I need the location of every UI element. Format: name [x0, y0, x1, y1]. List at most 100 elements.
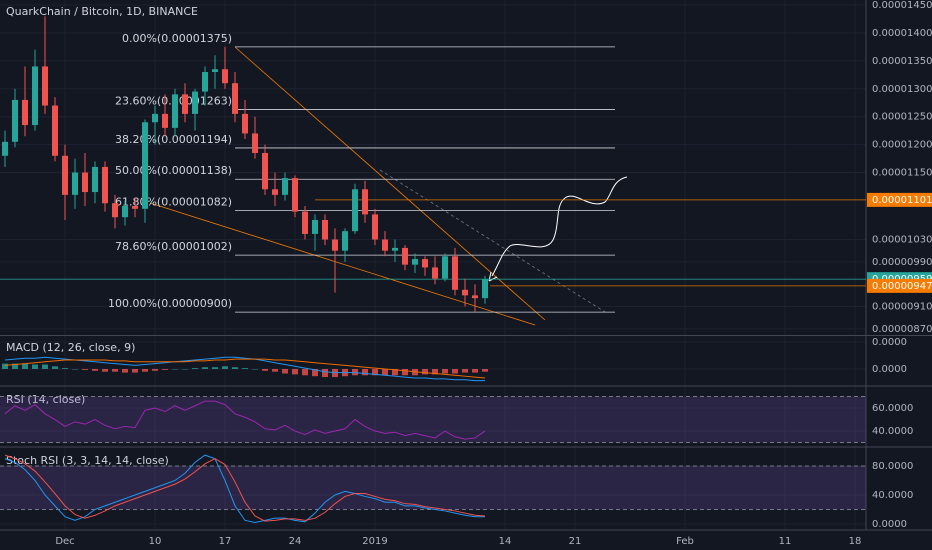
fib-label: 50.00%(0.00001138)	[115, 164, 232, 177]
x-tick-label: 2019	[362, 536, 387, 547]
candle-body	[332, 239, 338, 251]
y-tick-label: 40.0000	[872, 426, 913, 437]
candle-body	[12, 99, 18, 142]
histogram-bar	[2, 363, 8, 369]
candle-body	[202, 72, 208, 92]
candle-body	[272, 189, 278, 195]
y-tick-label: 0.0000	[872, 337, 907, 348]
y-tick-label: 0.00001300	[872, 84, 932, 95]
histogram-bar	[22, 363, 28, 369]
histogram-bar	[192, 368, 198, 369]
candle-body	[212, 69, 218, 73]
indicator-title: Stoch RSI (3, 3, 14, 14, close)	[6, 454, 169, 467]
histogram-bar	[162, 368, 168, 370]
histogram-bar	[222, 366, 228, 369]
candle-body	[52, 105, 58, 156]
candle-body	[302, 211, 308, 234]
histogram-bar	[402, 368, 408, 376]
y-tick-label: 0.00001030	[872, 235, 932, 246]
y-tick-label: 60.0000	[872, 403, 913, 414]
y-tick-label: 0.00001400	[872, 28, 932, 39]
histogram-bar	[92, 368, 98, 371]
candle-body	[22, 99, 28, 126]
x-tick-label: 18	[849, 536, 862, 547]
histogram-bar	[432, 368, 438, 375]
histogram-bar	[102, 368, 108, 372]
candle-body	[222, 69, 228, 84]
candle-body	[72, 172, 78, 195]
y-tick-label: 0.00000870	[872, 324, 932, 335]
candle-body	[152, 113, 158, 123]
price-tag-label: 0.00000947	[872, 281, 932, 292]
histogram-bar	[32, 364, 38, 369]
histogram-bar	[172, 368, 178, 370]
candle-body	[42, 66, 48, 106]
histogram-bar	[422, 368, 428, 375]
y-tick-label: 0.0000	[872, 519, 907, 530]
indicator-line	[4, 358, 486, 379]
x-tick-label: Feb	[676, 536, 694, 547]
histogram-bar	[72, 368, 78, 370]
histogram-bar	[382, 368, 388, 376]
indicator-line	[4, 454, 486, 522]
candle-body	[32, 66, 38, 126]
candle-body	[252, 133, 258, 153]
chart-title: QuarkChain / Bitcoin, 1D, BINANCE	[6, 5, 198, 18]
indicator-line	[4, 356, 485, 382]
candle-body	[132, 206, 138, 209]
candle-body	[232, 83, 238, 114]
x-tick-label: 10	[149, 536, 162, 547]
candle-body	[172, 94, 178, 128]
x-tick-label: 14	[499, 536, 512, 547]
y-tick-label: 40.0000	[872, 490, 913, 501]
candle-body	[452, 256, 458, 290]
fib-label: 78.60%(0.00001002)	[115, 240, 232, 253]
candle-body	[472, 295, 478, 299]
histogram-bar	[322, 368, 328, 378]
fib-label: 0.00%(0.00001375)	[122, 32, 232, 45]
histogram-bar	[452, 368, 458, 374]
histogram-bar	[302, 368, 308, 376]
candle-body	[422, 259, 428, 268]
histogram-bar	[272, 368, 278, 372]
price-tag	[867, 192, 932, 207]
band	[0, 465, 866, 510]
histogram-bar	[212, 367, 218, 369]
candle-body	[282, 178, 288, 195]
x-tick-label: 11	[779, 536, 792, 547]
histogram-bar	[122, 368, 128, 373]
candle-body	[242, 113, 248, 134]
histogram-bar	[372, 368, 378, 376]
candle-body	[402, 247, 408, 265]
histogram-bar	[152, 368, 158, 371]
candle-body	[182, 94, 188, 114]
histogram-bar	[132, 368, 138, 373]
x-tick-label: Dec	[55, 536, 74, 547]
candle-body	[462, 289, 468, 296]
y-tick-label: 0.00001250	[872, 112, 932, 123]
candle-body	[82, 172, 88, 193]
y-tick-label: 0.00000910	[872, 302, 932, 313]
indicator-line	[4, 400, 486, 440]
histogram-bar	[232, 367, 238, 369]
candle-body	[162, 113, 168, 128]
candle-body	[482, 279, 488, 299]
histogram-bar	[242, 368, 248, 369]
trend-line	[379, 169, 606, 313]
candle-body	[412, 259, 418, 265]
candle-body	[432, 267, 438, 279]
y-tick-label: 0.0000	[872, 364, 907, 375]
histogram-bar	[112, 368, 118, 372]
candle-body	[2, 141, 8, 156]
histogram-bar	[472, 368, 478, 373]
candle-body	[122, 206, 128, 218]
x-tick-label: 24	[289, 536, 302, 547]
price-tag-label: 0.00001101	[872, 195, 932, 206]
indicator-line	[4, 454, 485, 524]
histogram-bar	[52, 366, 58, 369]
price-tag	[867, 278, 932, 293]
band	[0, 396, 866, 443]
histogram-bar	[142, 368, 148, 372]
candle-body	[142, 122, 148, 209]
